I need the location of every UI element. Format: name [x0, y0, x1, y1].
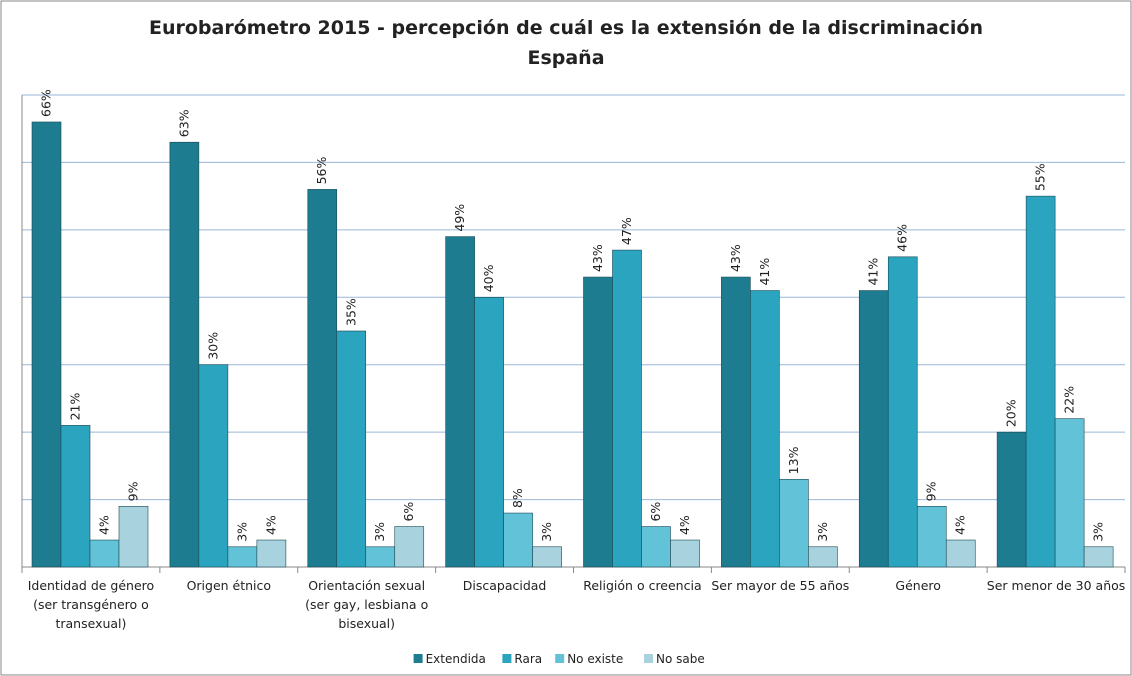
bar — [169, 141, 200, 568]
data-label: 6% — [401, 502, 416, 522]
x-tick-label: Ser menor de 30 años — [987, 578, 1126, 593]
legend-label: No existe — [567, 652, 623, 666]
x-tick-label: Origen étnico — [187, 578, 271, 593]
bar — [532, 546, 562, 568]
data-label: 43% — [590, 244, 605, 272]
bar — [887, 256, 918, 568]
bar — [583, 276, 613, 568]
bar — [721, 276, 751, 568]
data-label: 9% — [126, 481, 141, 501]
data-label: 35% — [343, 298, 358, 326]
bar — [307, 189, 338, 568]
legend-swatch — [644, 654, 653, 663]
data-label: 66% — [39, 89, 54, 117]
data-label: 13% — [786, 446, 801, 474]
bar — [336, 330, 367, 568]
bar — [641, 526, 671, 568]
legend-label: Extendida — [426, 652, 486, 666]
bar — [31, 121, 62, 568]
x-tick-label: Orientación sexual (ser gay, lesbiana o bi… — [305, 578, 428, 631]
bar — [670, 539, 700, 568]
data-label: 49% — [452, 204, 467, 232]
bar — [808, 546, 838, 568]
data-label: 3% — [815, 522, 830, 542]
data-label: 46% — [895, 224, 910, 252]
data-label: 40% — [481, 264, 496, 292]
bar — [227, 546, 258, 568]
data-label: 20% — [1004, 399, 1019, 427]
bar — [474, 296, 504, 568]
x-tick-label: Identidad de género (ser transgénero o tra… — [28, 578, 154, 631]
legend-swatch — [555, 654, 565, 663]
data-label: 43% — [728, 244, 743, 272]
data-label: 3% — [234, 522, 249, 542]
data-label: 47% — [619, 217, 634, 245]
data-label: 4% — [677, 515, 692, 535]
bar — [503, 512, 533, 568]
bar — [256, 539, 287, 568]
x-tick-label: Discapacidad — [463, 578, 547, 593]
bar — [118, 506, 149, 568]
bar — [1025, 195, 1056, 568]
legend-label: No sabe — [656, 652, 705, 666]
bar — [1054, 418, 1085, 568]
data-label: 55% — [1033, 163, 1048, 191]
x-tick-label: Religión o creencia — [583, 578, 701, 593]
bar — [945, 539, 976, 568]
data-label: 3% — [1091, 522, 1106, 542]
data-label: 3% — [539, 522, 554, 542]
data-label: 41% — [757, 258, 772, 286]
bar — [612, 249, 642, 568]
data-label: 41% — [866, 258, 881, 286]
data-label: 4% — [953, 515, 968, 535]
bar — [858, 290, 889, 568]
bar — [445, 236, 475, 568]
chart-subtitle: España — [527, 47, 604, 69]
data-label: 30% — [205, 332, 220, 360]
bar — [1083, 546, 1114, 568]
bar — [750, 290, 780, 568]
bar — [198, 364, 229, 568]
bar — [916, 506, 947, 568]
x-tick-label: Género — [895, 578, 941, 593]
bar — [779, 479, 809, 568]
bar — [89, 539, 120, 568]
bar — [60, 425, 91, 568]
data-label: 4% — [263, 515, 278, 535]
bar — [394, 526, 425, 568]
data-label: 22% — [1062, 386, 1077, 414]
data-label: 4% — [97, 515, 112, 535]
data-label: 6% — [648, 502, 663, 522]
data-label: 21% — [68, 392, 83, 420]
bar — [996, 431, 1027, 568]
bar — [365, 546, 396, 568]
chart-title: Eurobarómetro 2015 - percepción de cuál … — [149, 17, 983, 39]
legend-label: Rara — [514, 652, 542, 666]
legend-swatch — [502, 654, 512, 663]
data-label: 9% — [924, 481, 939, 501]
legend-swatch — [413, 654, 423, 663]
data-label: 56% — [314, 156, 329, 184]
data-label: 3% — [372, 522, 387, 542]
data-label: 63% — [176, 109, 191, 137]
data-label: 8% — [510, 488, 525, 508]
x-tick-label: Ser mayor de 55 años — [711, 578, 849, 593]
